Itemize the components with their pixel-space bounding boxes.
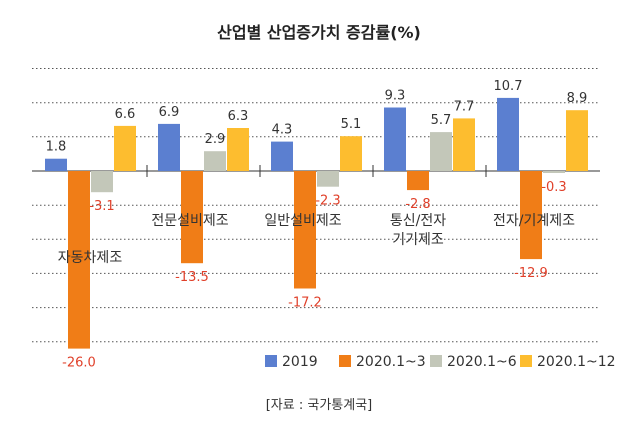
bar [520,171,542,260]
data-label: 5.1 [341,117,362,132]
data-label: 9.3 [385,89,406,104]
category-label: 전문설비제조 [151,213,228,229]
bar [497,97,519,171]
legend-swatch [265,355,277,367]
bar [430,132,452,171]
legend-label: 2020.1~12 [537,354,616,370]
bar [543,171,565,173]
bar [181,171,203,264]
bar [317,171,339,187]
data-label: 2.9 [205,132,226,147]
source-note: [자료 : 국가통계국] [266,398,373,413]
bar [271,141,293,171]
bar [384,107,406,171]
data-label: -2.3 [315,194,340,209]
data-label: 8.9 [567,91,588,106]
bar [453,118,475,171]
category-label: 일반설비제조 [264,213,341,229]
legend-swatch [430,355,442,367]
data-label: 6.3 [228,109,249,124]
data-label: 6.6 [115,107,136,122]
legend-swatch [339,355,351,367]
data-labels: 1.8 -26.0 -3.1 6.6 6.9 -13.5 2.96.3 4.3 -17.2 -2.… [46,79,588,371]
bar [566,110,588,171]
bar [91,171,113,193]
category-label: 통신/전자 [390,213,446,229]
data-label: 6.9 [159,105,180,120]
bar [407,171,429,191]
data-label: -17.2 [288,296,322,311]
bar [294,171,316,289]
chart-title: 산업별 산업증가치 증감률(%) [217,23,421,42]
category-label: 전자/기계제조 [493,213,575,229]
data-label: 5.7 [431,113,452,128]
bars [45,97,588,349]
data-label: 1.8 [46,140,67,155]
category-label: 기기제조 [392,232,444,248]
category-label: 자동차제조 [58,250,123,266]
bar [158,123,180,171]
bar [45,158,67,171]
data-label: 7.7 [454,99,475,114]
data-label: -0.3 [541,180,566,195]
bar [204,151,226,171]
data-label: -2.8 [405,197,430,212]
bar [68,171,90,349]
data-label: -26.0 [62,356,96,371]
data-label: 10.7 [494,79,523,94]
legend-swatch [520,355,532,367]
bar [340,136,362,171]
bar [227,128,249,171]
legend-label: 2020.1~3 [356,354,426,370]
data-label: -3.1 [89,199,114,214]
legend: 2019 2020.1~3 2020.1~6 2020.1~12 [265,354,616,370]
legend-label: 2019 [282,354,318,370]
bar [114,125,136,171]
data-label: -13.5 [175,270,209,285]
data-label: 4.3 [272,123,293,138]
legend-label: 2020.1~6 [447,354,517,370]
data-label: -12.9 [514,266,548,281]
